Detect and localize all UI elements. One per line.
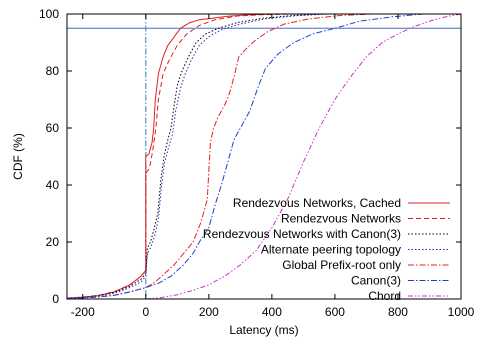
legend-label-0: Rendezvous Networks, Cached bbox=[233, 196, 401, 210]
legend-label-6: Chord bbox=[368, 289, 401, 303]
x-tick-label: 200 bbox=[199, 305, 219, 319]
series-line-5 bbox=[66, 13, 461, 299]
x-tick-label: 0 bbox=[142, 305, 149, 319]
x-tick-label: 600 bbox=[325, 305, 345, 319]
x-tick-label: 800 bbox=[388, 305, 408, 319]
y-tick-label: 0 bbox=[52, 292, 59, 306]
legend-label-2: Rendezvous Networks with Canon(3) bbox=[203, 227, 401, 241]
legend-label-1: Rendezvous Networks bbox=[281, 212, 401, 226]
y-tick-label: 80 bbox=[46, 64, 60, 78]
series-line-1 bbox=[66, 13, 461, 299]
legend-label-3: Alternate peering topology bbox=[261, 243, 401, 257]
axis-ticks: -200 0 200 400 600 800 1000 0 20 40 60 80 100 bbox=[39, 7, 475, 319]
x-tick-label: 400 bbox=[262, 305, 282, 319]
y-tick-label: 20 bbox=[46, 235, 60, 249]
legend-label-5: Canon(3) bbox=[351, 274, 401, 288]
x-tick-label: 1000 bbox=[448, 305, 475, 319]
y-tick-label: 100 bbox=[39, 7, 59, 21]
plot-frame bbox=[66, 13, 462, 300]
series-line-0 bbox=[66, 13, 461, 299]
y-tick-label: 40 bbox=[46, 178, 60, 192]
legend: Rendezvous Networks, Cached Rendezvous Ne… bbox=[203, 196, 450, 303]
series-line-6 bbox=[145, 13, 462, 300]
x-tick-label: -200 bbox=[71, 305, 95, 319]
series-layer bbox=[66, 13, 462, 300]
legend-label-4: Global Prefix-root only bbox=[282, 258, 401, 272]
x-axis-label: Latency (ms) bbox=[229, 323, 298, 337]
y-axis-label: CDF (%) bbox=[11, 133, 25, 180]
y-tick-label: 60 bbox=[46, 121, 60, 135]
